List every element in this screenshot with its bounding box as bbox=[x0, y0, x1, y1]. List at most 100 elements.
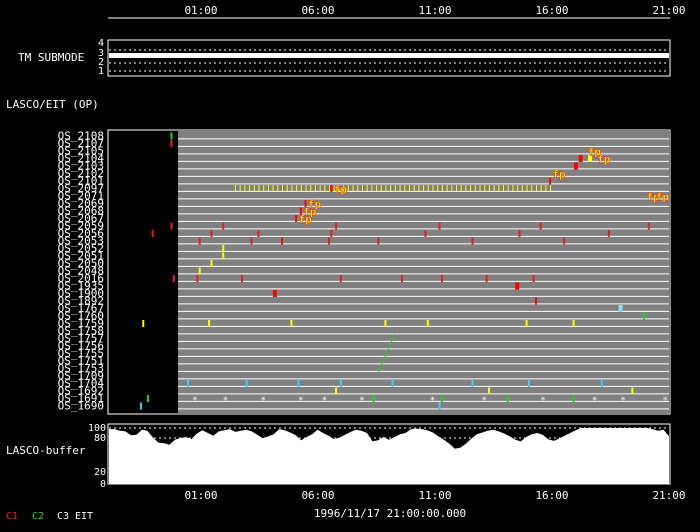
op-star-mark: * bbox=[298, 396, 303, 406]
op-event-mark bbox=[578, 155, 583, 162]
op-dash-mark bbox=[314, 185, 316, 191]
buffer-tick-80: 80 bbox=[94, 433, 106, 444]
tm-tick-1: 1 bbox=[98, 66, 104, 77]
op-dash-mark bbox=[493, 185, 495, 191]
op-row-label: OS_1892 bbox=[58, 295, 104, 308]
op-dash-mark bbox=[234, 185, 236, 191]
op-row-label: OS_1759 bbox=[58, 317, 104, 330]
legend: C1 C2 C3 EIT bbox=[6, 511, 93, 522]
op-dash-mark bbox=[512, 185, 514, 191]
op-event-mark bbox=[142, 320, 145, 327]
op-dash-mark bbox=[418, 185, 420, 191]
op-dash-mark bbox=[432, 185, 434, 191]
op-dash-mark bbox=[408, 185, 410, 191]
op-dash-mark bbox=[352, 185, 354, 191]
op-row-label: OS_1755 bbox=[58, 347, 104, 360]
op-dash-mark bbox=[366, 185, 368, 191]
op-dash-mark bbox=[517, 185, 519, 191]
tm-submode-panel: TM SUBMODE 4 3 2 1 bbox=[18, 38, 671, 77]
op-event-mark bbox=[607, 230, 610, 237]
op-row-label: OS_1757 bbox=[58, 332, 104, 345]
op-event-mark bbox=[222, 222, 225, 230]
op-event-mark bbox=[208, 320, 211, 327]
op-event-mark bbox=[245, 380, 248, 387]
op-event-mark bbox=[372, 395, 375, 402]
op-event-mark bbox=[539, 222, 542, 230]
op-row-label: OS_1751 bbox=[58, 355, 104, 368]
op-event-mark bbox=[290, 320, 293, 327]
op-event-mark bbox=[146, 395, 149, 402]
op-dash-mark bbox=[324, 185, 326, 191]
op-event-mark bbox=[391, 380, 394, 387]
op-dash-mark bbox=[319, 185, 321, 191]
op-event-mark bbox=[210, 260, 213, 267]
op-row-label: OS_1900 bbox=[58, 287, 104, 300]
legend-c3: C3 bbox=[57, 511, 69, 522]
op-dash-mark bbox=[423, 185, 425, 191]
op-event-mark bbox=[339, 275, 342, 282]
op-dash-mark bbox=[479, 185, 481, 191]
op-row-label: OS_2103 bbox=[58, 160, 104, 173]
op-dash-mark bbox=[498, 185, 500, 191]
buffer-tick-0: 0 bbox=[100, 479, 106, 490]
op-event-mark bbox=[549, 177, 552, 185]
op-event-mark bbox=[304, 200, 307, 207]
bottom-tick-label-3: 16:00 bbox=[535, 489, 568, 502]
op-event-mark bbox=[198, 267, 201, 275]
op-row-label: OS_1753 bbox=[58, 362, 104, 375]
op-event-mark bbox=[295, 215, 298, 222]
op-dash-mark bbox=[263, 185, 265, 191]
op-dash-mark bbox=[244, 185, 246, 191]
op-event-mark bbox=[563, 237, 566, 245]
top-tick-label-0: 01:00 bbox=[184, 4, 217, 17]
op-dash-mark bbox=[286, 185, 288, 191]
op-dash-mark bbox=[253, 185, 255, 191]
op-fp-label: fp bbox=[597, 153, 611, 166]
op-event-mark bbox=[272, 290, 277, 297]
date-label: 1996/11/17 21:00:00.000 bbox=[314, 507, 466, 520]
tm-tick-4: 4 bbox=[98, 38, 104, 49]
op-row-label: OS_2067 bbox=[58, 212, 104, 225]
op-event-mark bbox=[534, 297, 537, 305]
op-row-label: OS_2102 bbox=[58, 167, 104, 180]
op-star-mark: * bbox=[430, 396, 435, 406]
op-fp-label: fp bbox=[588, 146, 602, 159]
op-event-mark bbox=[440, 275, 443, 282]
op-row-label: OS_2069 bbox=[58, 197, 104, 210]
op-event-mark bbox=[257, 230, 260, 237]
op-dash-mark bbox=[441, 185, 443, 191]
buffer-tick-100: 100 bbox=[88, 423, 106, 434]
op-event-mark bbox=[170, 140, 173, 147]
op-dash-mark bbox=[272, 185, 274, 191]
op-row-label: OS_2048 bbox=[58, 265, 104, 278]
op-event-mark bbox=[186, 380, 189, 387]
op-dash-mark bbox=[404, 185, 406, 191]
op-dash-mark bbox=[474, 185, 476, 191]
op-row-label: OS_1767 bbox=[58, 302, 104, 315]
op-dash-mark bbox=[399, 185, 401, 191]
op-star-mark: * bbox=[223, 396, 228, 406]
op-star-mark: * bbox=[663, 396, 668, 406]
op-row-label: OS_2101 bbox=[58, 175, 104, 188]
op-dash-mark bbox=[310, 185, 312, 191]
op-event-mark bbox=[532, 275, 535, 282]
bottom-tick-label-0: 01:00 bbox=[184, 489, 217, 502]
bottom-tick-label-2: 11:00 bbox=[418, 489, 451, 502]
op-fp-label: fp bbox=[646, 191, 660, 204]
op-dash-mark bbox=[267, 185, 269, 191]
op-dash-mark bbox=[437, 185, 439, 191]
op-event-mark bbox=[297, 380, 300, 387]
op-event-mark bbox=[172, 275, 175, 282]
op-dash-mark bbox=[526, 185, 528, 191]
op-event-mark bbox=[330, 230, 333, 237]
op-dash-mark bbox=[521, 185, 523, 191]
op-event-mark bbox=[631, 387, 634, 395]
op-dash-mark bbox=[239, 185, 241, 191]
op-dash-mark bbox=[333, 185, 335, 191]
op-dash-mark bbox=[300, 185, 302, 191]
op-dash-mark bbox=[385, 185, 387, 191]
op-row-label: OS_2056 bbox=[58, 227, 104, 240]
op-dash-mark bbox=[531, 185, 533, 191]
op-event-mark bbox=[440, 395, 443, 402]
tm-submode-label: TM SUBMODE bbox=[18, 51, 84, 64]
